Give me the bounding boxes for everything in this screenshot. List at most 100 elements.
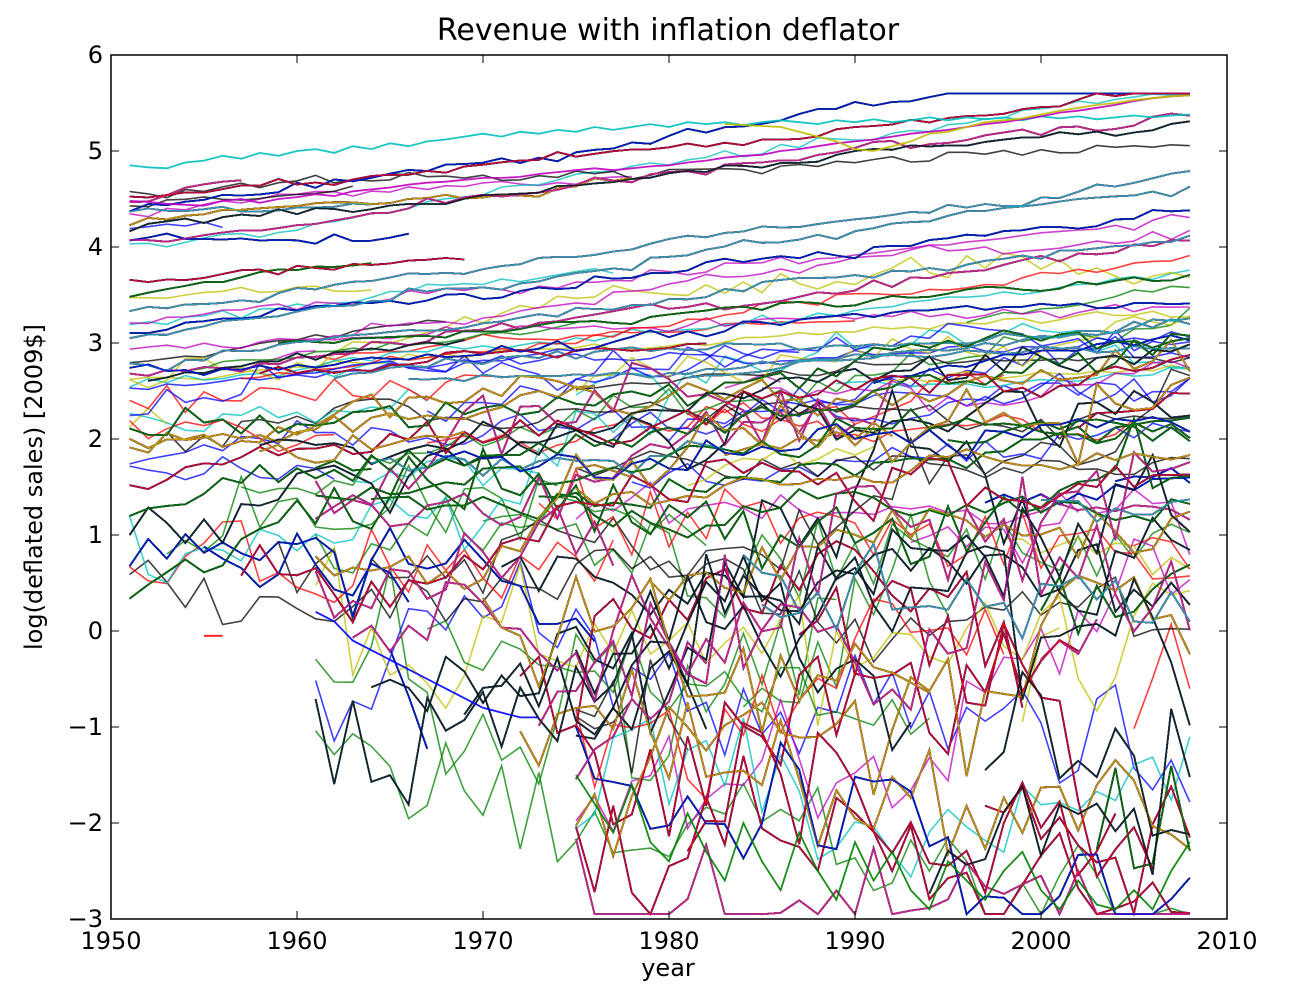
series-line [129, 310, 1190, 381]
series-line [1040, 563, 1191, 637]
series-line [129, 235, 1191, 372]
y-tick-label: 2 [88, 425, 103, 453]
x-axis-title: year [641, 954, 695, 982]
series-line [129, 94, 1190, 207]
series-line [129, 337, 1190, 517]
series-line [426, 416, 1191, 480]
series-line [278, 213, 1190, 344]
series-line [129, 93, 1190, 248]
series-line [575, 774, 1191, 912]
series-line [240, 457, 1190, 624]
series-line [129, 416, 1190, 600]
chart-title: Revenue with inflation deflator [437, 13, 900, 48]
series-line [575, 540, 1024, 729]
series-line [129, 302, 1190, 376]
series-line [129, 418, 335, 453]
series-line [129, 267, 614, 326]
series-line [687, 318, 1190, 379]
series-line [1133, 536, 1191, 570]
series-line [463, 650, 707, 736]
series-line [185, 321, 577, 372]
x-tick-label: 1960 [266, 927, 327, 955]
series-line [482, 495, 707, 547]
series-line [427, 348, 577, 373]
series-line [315, 611, 539, 719]
series-line [129, 232, 409, 245]
series-line [314, 730, 1191, 916]
series-line [501, 543, 1191, 616]
series-line [315, 459, 372, 472]
series-line [575, 574, 1191, 859]
series-line [148, 339, 465, 382]
series-line [724, 374, 781, 389]
y-axis-title: log(deflated sales) [2009$] [20, 324, 48, 650]
series-line [966, 285, 1190, 324]
series-line [129, 388, 428, 433]
series-line [129, 177, 632, 227]
series-line [575, 699, 633, 730]
series-line [166, 463, 558, 555]
series-line [575, 554, 912, 752]
series-line [780, 372, 1191, 407]
x-tick-label: 1970 [452, 927, 513, 955]
series-line [129, 269, 1190, 388]
y-tick-label: 0 [88, 617, 103, 645]
y-tick-label: 1 [88, 521, 103, 549]
series-line [129, 374, 502, 414]
series-line [129, 92, 1190, 213]
series-line [538, 450, 1191, 726]
series-line [314, 506, 614, 620]
series-line [742, 554, 800, 612]
series-line [519, 630, 1079, 837]
series-line [575, 355, 1191, 391]
series-line [426, 344, 800, 423]
series-line [315, 408, 1191, 501]
series-line [128, 526, 596, 642]
series-line [1021, 627, 1060, 722]
series-line [538, 416, 1190, 509]
y-tick-label: −3 [68, 905, 103, 933]
x-tick-label: 2010 [1196, 927, 1257, 955]
series-line [314, 545, 1191, 807]
series-line [129, 330, 1191, 391]
series-line [129, 112, 1190, 243]
series-line [129, 329, 1190, 436]
series-line [128, 395, 670, 584]
series-line [575, 659, 689, 774]
y-tick-label: 6 [88, 41, 103, 69]
series-line [129, 354, 1190, 490]
series-line [129, 368, 1191, 626]
y-tick-label: 4 [88, 233, 103, 261]
series-line [314, 566, 837, 787]
series-line [129, 209, 1190, 334]
series-line [408, 345, 1190, 382]
series-line [129, 303, 1190, 350]
x-tick-label: 2000 [1010, 927, 1071, 955]
series-line [575, 717, 1191, 879]
series-line [575, 640, 707, 780]
series-line [928, 708, 1191, 894]
series-line [278, 274, 1191, 344]
series-line [129, 285, 372, 300]
series-line [1133, 621, 1191, 729]
series-line [129, 262, 372, 298]
series-line [761, 541, 1191, 641]
series-line [798, 579, 1154, 879]
series-layer [128, 92, 1191, 917]
series-line [334, 317, 1190, 380]
x-tick-label: 1950 [80, 927, 141, 955]
y-tick-label: −1 [68, 713, 103, 741]
series-line [129, 170, 1190, 312]
y-axis: −3 −2 −1 0 1 2 3 4 5 6 [68, 41, 1227, 933]
x-tick-label: 1980 [638, 927, 699, 955]
series-line [910, 488, 1191, 565]
series-line [259, 343, 1191, 467]
series-line [314, 545, 1190, 727]
series-line [947, 421, 1191, 445]
series-line [482, 574, 930, 733]
series-line [575, 726, 1191, 916]
x-axis: 1950 1960 1970 1980 1990 2000 2010 [80, 55, 1258, 955]
series-line [315, 402, 856, 528]
series-line [129, 229, 1191, 325]
series-line [129, 92, 1190, 199]
